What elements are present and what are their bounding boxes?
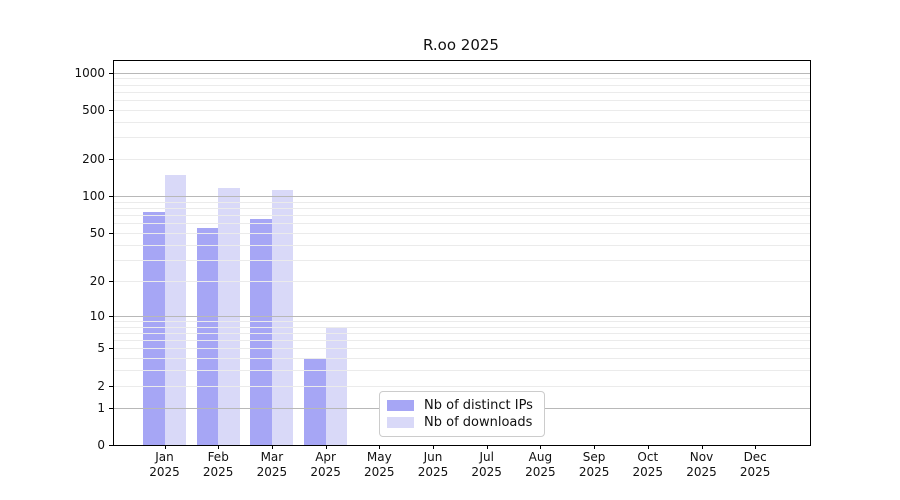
minor-gridline: [114, 332, 810, 334]
minor-gridline: [114, 370, 810, 372]
x-tick-label-nov: Nov 2025: [686, 450, 717, 479]
y-tick-label: 5: [97, 341, 105, 356]
x-tick-label-oct: Oct 2025: [632, 450, 664, 479]
legend-item-downloads: Nb of downloads: [387, 415, 536, 430]
x-tick: [755, 445, 757, 449]
x-tick-label-jun: Jun 2025: [417, 450, 449, 479]
major-gridline: [114, 72, 810, 74]
bar-downloads-apr: [325, 326, 348, 445]
x-tick: [325, 445, 327, 449]
legend-item-distinct-ips: Nb of distinct IPs: [387, 398, 536, 413]
x-tick: [486, 445, 488, 449]
minor-gridline: [114, 137, 810, 139]
x-tick: [647, 445, 649, 449]
x-tick: [701, 445, 703, 449]
x-tick: [594, 445, 596, 449]
y-tick: [109, 196, 113, 198]
y-tick: [109, 407, 113, 409]
minor-gridline: [114, 208, 810, 210]
x-tick: [271, 445, 273, 449]
y-tick: [109, 280, 113, 282]
bar-downloads-mar: [271, 190, 294, 445]
x-tick: [379, 445, 381, 449]
y-tick: [109, 445, 113, 446]
bar-ips-feb: [196, 228, 219, 445]
minor-gridline: [114, 340, 810, 342]
legend-label-distinct-ips: Nb of distinct IPs: [424, 398, 533, 413]
minor-gridline: [114, 244, 810, 246]
minor-gridline: [114, 348, 810, 350]
legend-swatch-downloads: [387, 417, 414, 428]
y-tick-label: 500: [82, 102, 105, 117]
minor-gridline: [114, 201, 810, 203]
minor-gridline: [114, 358, 810, 360]
legend-swatch-distinct-ips: [387, 400, 414, 411]
minor-gridline: [114, 91, 810, 93]
minor-gridline: [114, 78, 810, 80]
minor-gridline: [114, 280, 810, 282]
minor-gridline: [114, 84, 810, 86]
minor-gridline: [114, 259, 810, 261]
x-tick-label-jul: Jul 2025: [471, 450, 502, 479]
x-tick-label-apr: Apr 2025: [310, 450, 341, 479]
y-tick: [109, 159, 113, 161]
y-tick-label: 10: [89, 308, 105, 323]
y-tick-label: 100: [82, 189, 105, 204]
bar-downloads-jan: [164, 175, 186, 445]
plot-area: [113, 60, 811, 446]
y-tick: [109, 385, 113, 387]
minor-gridline: [114, 100, 810, 102]
chart-title: R.oo 2025: [423, 36, 499, 54]
x-tick: [433, 445, 434, 449]
y-tick-label: 1: [97, 400, 105, 415]
x-tick-label-may: May 2025: [364, 450, 395, 479]
minor-gridline: [114, 159, 810, 161]
minor-gridline: [114, 320, 810, 322]
bar-ips-jan: [143, 211, 165, 445]
x-tick-label-feb: Feb 2025: [202, 450, 234, 479]
y-tick-label: 50: [89, 226, 105, 241]
minor-gridline: [114, 385, 810, 387]
bar-ips-mar: [250, 219, 272, 445]
y-tick-label: 20: [89, 273, 105, 288]
y-tick-label: 200: [82, 152, 105, 167]
y-tick-label: 1000: [74, 65, 105, 80]
bar-ips-apr: [304, 358, 326, 445]
x-tick: [540, 445, 542, 449]
y-tick: [109, 233, 113, 235]
major-gridline: [114, 315, 810, 317]
x-tick: [218, 445, 220, 449]
x-tick-label-dec: Dec 2025: [739, 450, 771, 479]
minor-gridline: [114, 121, 810, 123]
y-tick: [109, 109, 113, 111]
y-tick-label: 2: [97, 378, 105, 393]
y-tick: [109, 348, 113, 350]
y-tick: [109, 315, 113, 317]
y-tick-label: 0: [97, 438, 105, 452]
x-tick-label-jan: Jan 2025: [149, 450, 180, 479]
x-tick: [164, 445, 166, 449]
legend: Nb of distinct IPs Nb of downloads: [379, 391, 545, 437]
legend-label-downloads: Nb of downloads: [424, 415, 533, 430]
major-gridline: [114, 196, 810, 198]
x-tick-label-sep: Sep 2025: [578, 450, 610, 479]
minor-gridline: [114, 233, 810, 235]
minor-gridline: [114, 223, 810, 225]
minor-gridline: [114, 109, 810, 111]
x-tick-label-aug: Aug 2025: [525, 450, 556, 479]
y-tick: [109, 72, 113, 74]
minor-gridline: [114, 215, 810, 217]
x-tick-label-mar: Mar 2025: [256, 450, 288, 479]
minor-gridline: [114, 326, 810, 328]
